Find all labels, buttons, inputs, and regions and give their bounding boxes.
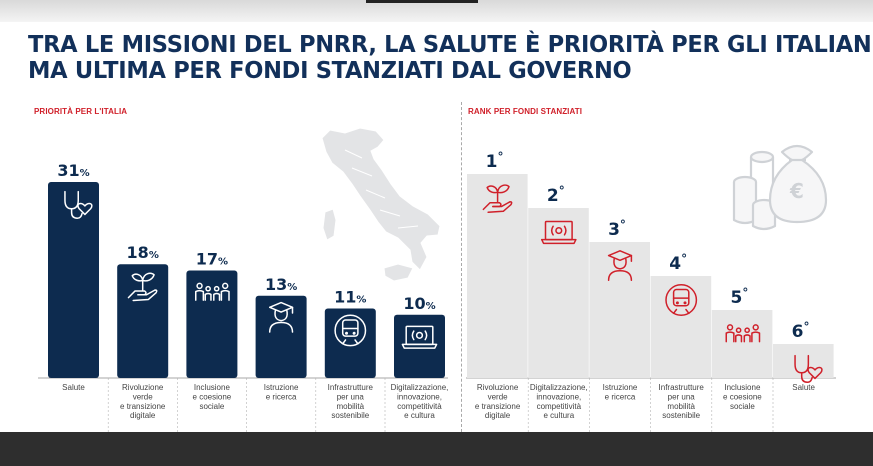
rank-step: [467, 174, 528, 378]
rank-label: 2°: [547, 184, 565, 206]
value-label: 18%: [127, 243, 159, 262]
bottom-bar: [0, 432, 873, 466]
category-label: Istruzione e ricerca: [603, 383, 638, 401]
bar: [394, 314, 445, 378]
rank-label: 3°: [608, 218, 626, 240]
rank-label: 1°: [486, 150, 504, 172]
rank-step: [528, 208, 589, 378]
left-bar-chart: 31% Salute 18% Rivoluzione verde e transizion…: [48, 161, 448, 432]
italy-map-icon: [321, 127, 441, 282]
category-label: Digitalizzazione, innovazione, competitivi…: [391, 383, 449, 420]
page-title: TRA LE MISSIONI DEL PNRR, LA SALUTE È PR…: [28, 32, 873, 84]
bar: [48, 182, 99, 378]
rank-step: [711, 310, 773, 378]
top-tab: [366, 0, 478, 3]
category-label: Inclusione e coesione sociale: [193, 383, 232, 411]
category-label: Infrastrutture per una mobilità sostenibile: [659, 383, 705, 420]
rank-label: 5°: [730, 286, 748, 308]
bar: [255, 295, 307, 378]
left-chart-title: PRIORITÀ PER L'ITALIA: [34, 107, 128, 116]
category-label: Inclusione e coesione sociale: [723, 383, 762, 411]
rank-label: 6°: [792, 320, 810, 342]
value-label: 11%: [334, 287, 366, 306]
category-label: Istruzione e ricerca: [264, 383, 299, 401]
rank-label: 4°: [669, 252, 687, 274]
value-label: 31%: [57, 161, 89, 180]
title-line-2: MA ULTIMA PER FONDI STANZIATI DAL GOVERN…: [28, 58, 632, 84]
top-bar: [0, 0, 873, 22]
svg-text:€: €: [789, 179, 804, 203]
right-chart-title: RANK PER FONDI STANZIATI: [468, 107, 583, 116]
charts-divider: [461, 102, 462, 432]
category-label: Rivoluzione verde e transizione digitale: [475, 383, 521, 420]
rank-step: [650, 276, 712, 378]
value-label: 10%: [403, 294, 435, 313]
bar: [324, 308, 376, 378]
rank-step: [589, 242, 650, 378]
right-rank-chart: 1° Rivoluzione verde e transizione digitale 2…: [467, 150, 834, 432]
title-line-1: TRA LE MISSIONI DEL PNRR, LA SALUTE È PR…: [28, 32, 873, 58]
bar: [186, 270, 238, 378]
category-label: Rivoluzione verde e transizione digitale: [120, 383, 166, 420]
category-label: Digitalizzazione, innovazione, competitivi…: [530, 383, 588, 420]
value-label: 17%: [196, 250, 228, 269]
category-label: Salute: [62, 383, 85, 392]
category-label: Infrastrutture per una mobilità sostenibile: [328, 383, 374, 420]
money-bag-coins-icon: €: [732, 144, 828, 231]
category-label: Salute: [792, 383, 815, 392]
value-label: 13%: [265, 275, 297, 294]
